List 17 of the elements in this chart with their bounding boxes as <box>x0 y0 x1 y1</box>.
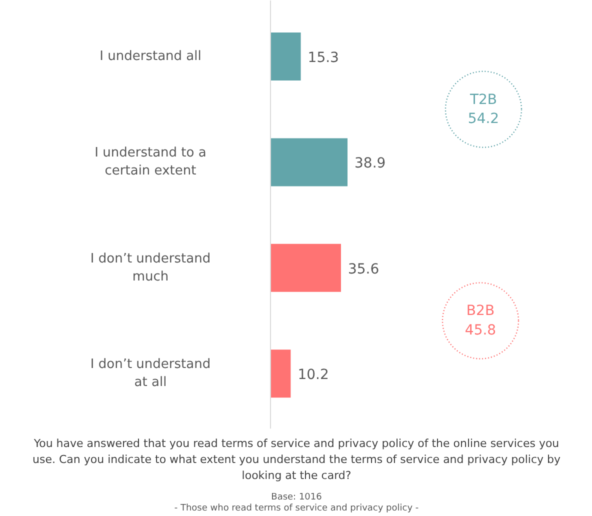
bar <box>270 32 301 80</box>
bar <box>270 350 291 398</box>
data-label: 35.6 <box>348 261 380 278</box>
y-tick-label: I understand all <box>100 49 202 64</box>
y-tick-label: I don’t understand much <box>90 251 211 284</box>
y-tick-label: I don’t understand at all <box>90 357 211 390</box>
text: - Those who read terms of service and privacy policy - <box>174 504 419 514</box>
bar <box>270 244 341 292</box>
y-tick-label: I understand to a certain extent <box>94 146 206 179</box>
data-label: 38.9 <box>354 156 386 172</box>
text: Base: 1016 <box>271 492 322 502</box>
text: You have answered that you read terms of service and privacy policy of the online services you use. Can you indicate to what extent you understand the terms of service and privacy policy by looking at the card? <box>32 437 561 482</box>
data-label: 15.3 <box>308 50 339 66</box>
data-label: 10.2 <box>298 367 329 384</box>
text: T2B 54.2 <box>468 92 500 127</box>
text: B2B 45.8 <box>464 303 496 338</box>
bar <box>270 138 348 186</box>
